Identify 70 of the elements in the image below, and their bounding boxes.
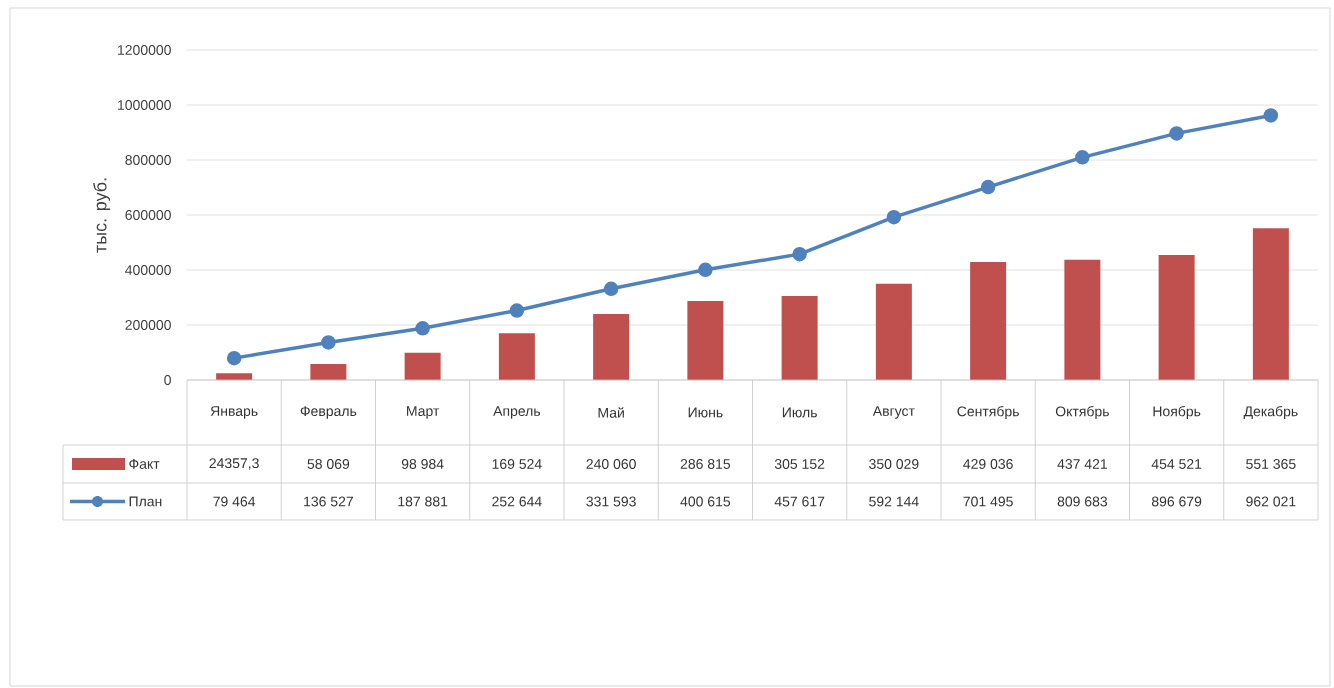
bar [781,296,818,380]
data-label: 457 617 [774,496,825,507]
x-tick-label: Март [407,406,440,419]
y-tick-label: 600000 [125,210,171,220]
data-label: 252 644 [492,496,542,507]
x-tick-label: Сентябрь [957,405,1019,420]
x-tick-label: Декабрь [1243,405,1298,420]
data-label: 809 683 [1057,496,1108,507]
data-label: 331 593 [586,496,636,507]
data-label: 551 365 [1246,459,1296,469]
x-tick-label: Июнь [688,407,723,418]
point [886,209,902,225]
point [603,281,619,297]
data-label: 454 521 [1151,459,1202,469]
legend-label: План [129,496,162,507]
x-tick-label: Ноябрь [1153,405,1201,420]
data-label: 79 464 [213,496,256,507]
bar [1252,228,1289,380]
bar [1158,255,1195,380]
y-axis-title: тыс. руб. [93,178,111,253]
legend-label: Факт [129,459,160,469]
point [415,321,430,336]
data-label: 286 815 [680,459,731,469]
bar [404,352,441,380]
data-label: 437 421 [1057,459,1107,469]
point [1075,150,1090,165]
bar [1064,259,1101,380]
data-label: 896 679 [1151,496,1202,507]
data-label: 24357,3 [209,458,259,470]
bar [687,301,724,380]
data-label: 187 881 [398,496,448,507]
bar [310,364,347,380]
data-label: 58 069 [307,459,350,469]
x-tick-label: Январь [210,406,258,419]
x-tick-label: Май [598,407,624,418]
y-tick-label: 1200000 [118,45,171,55]
bar [498,333,535,380]
x-tick-label: Июль [782,407,817,418]
x-tick-label: Август [872,406,915,419]
x-tick-label: Февраль [300,406,357,419]
y-tick-label: 400000 [125,265,171,275]
point [321,335,336,350]
bar [593,313,630,380]
point [1169,126,1184,141]
data-label: 962 021 [1246,496,1296,507]
point [509,303,525,318]
data-label: 400 615 [680,496,731,507]
data-label: 592 144 [869,496,919,507]
x-tick-label: Апрель [493,406,541,419]
data-label: 305 152 [774,459,825,469]
data-label: 240 060 [586,459,636,469]
data-label: 136 527 [304,496,353,507]
data-label: 169 524 [492,459,542,469]
bar [216,373,253,380]
data-label: 350 029 [869,459,919,469]
y-tick-label: 1000000 [118,100,171,110]
y-tick-label: 800000 [125,155,171,165]
y-tick-label: 0 [164,375,171,385]
x-tick-label: Октябрь [1055,405,1109,420]
point [226,350,242,366]
point [1263,108,1279,123]
data-label: 701 495 [963,496,1013,507]
point [980,179,996,195]
bar [970,262,1007,380]
bar [875,283,912,380]
point [792,246,807,262]
point [698,262,713,278]
y-tick-label: 200000 [125,320,171,330]
data-label: 429 036 [963,459,1013,469]
data-label: 98 984 [401,459,444,469]
